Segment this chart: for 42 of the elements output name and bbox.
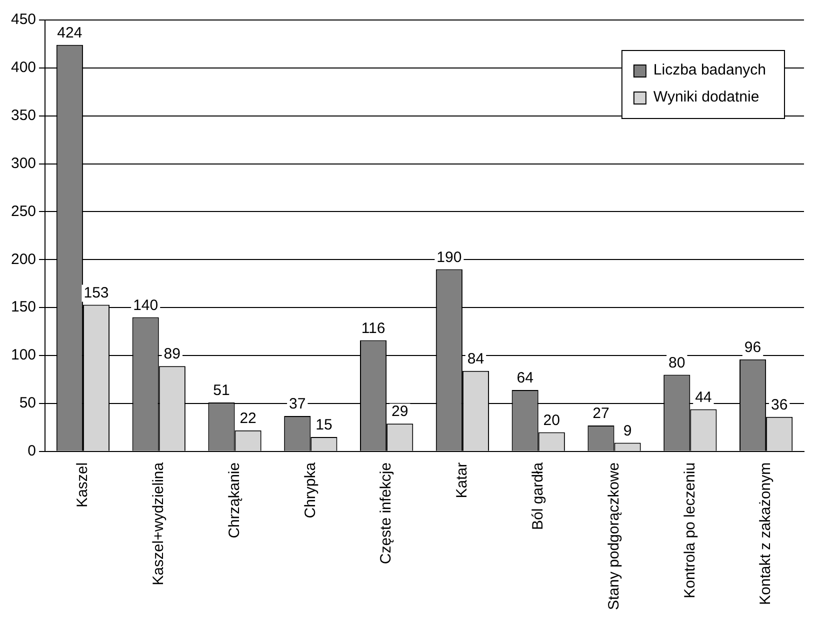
y-tick-label: 50 — [19, 394, 36, 412]
data-label: 27 — [592, 405, 610, 422]
data-label: 96 — [744, 339, 762, 356]
x-tick-label: Kaszel — [74, 462, 92, 508]
y-tick-label: 250 — [10, 202, 36, 220]
x-tick-label: Kontakt z zakażonym — [757, 462, 774, 605]
data-label: 22 — [240, 410, 256, 427]
data-label: 37 — [289, 396, 306, 413]
data-label: 20 — [543, 412, 560, 429]
data-label: 116 — [361, 320, 386, 337]
x-tick-label: Chrypka — [302, 462, 319, 518]
y-tick-label: 450 — [10, 11, 36, 28]
y-tick-label: 0 — [28, 442, 36, 460]
data-label: 89 — [164, 346, 180, 363]
data-label: 9 — [623, 422, 632, 440]
x-tick-label: Chrząkanie — [226, 462, 243, 538]
data-label: 153 — [84, 284, 109, 302]
data-label: 29 — [392, 403, 408, 420]
data-label: 51 — [213, 382, 230, 400]
y-tick-label: 200 — [10, 250, 36, 268]
x-tick-label: Kaszel+wydzielina — [150, 462, 168, 586]
data-label: 140 — [133, 296, 158, 314]
x-tick-label: Częste infekcje — [378, 462, 395, 564]
data-label: 190 — [436, 248, 462, 266]
x-tick-label: Kontrola po leczeniu — [681, 462, 698, 598]
data-label: 424 — [57, 24, 82, 42]
y-tick-label: 150 — [10, 298, 36, 316]
y-tick-label: 100 — [10, 346, 36, 364]
legend-label: Wyniki dodatnie — [653, 88, 760, 106]
x-tick-label: Ból gardła — [530, 462, 546, 530]
data-label: 80 — [668, 354, 686, 372]
legend-label: Liczba badanych — [653, 62, 766, 79]
y-tick-label: 400 — [10, 59, 36, 76]
x-tick-label: Katar — [454, 462, 471, 498]
data-label: 84 — [467, 350, 484, 368]
y-tick-label: 350 — [10, 107, 36, 124]
y-tick-label: 300 — [10, 154, 36, 172]
data-label: 36 — [770, 396, 788, 414]
data-label: 44 — [695, 388, 712, 406]
data-label: 15 — [316, 416, 332, 434]
x-tick-label: Stany podgorączkowe — [605, 462, 622, 610]
data-label: 64 — [516, 370, 534, 387]
